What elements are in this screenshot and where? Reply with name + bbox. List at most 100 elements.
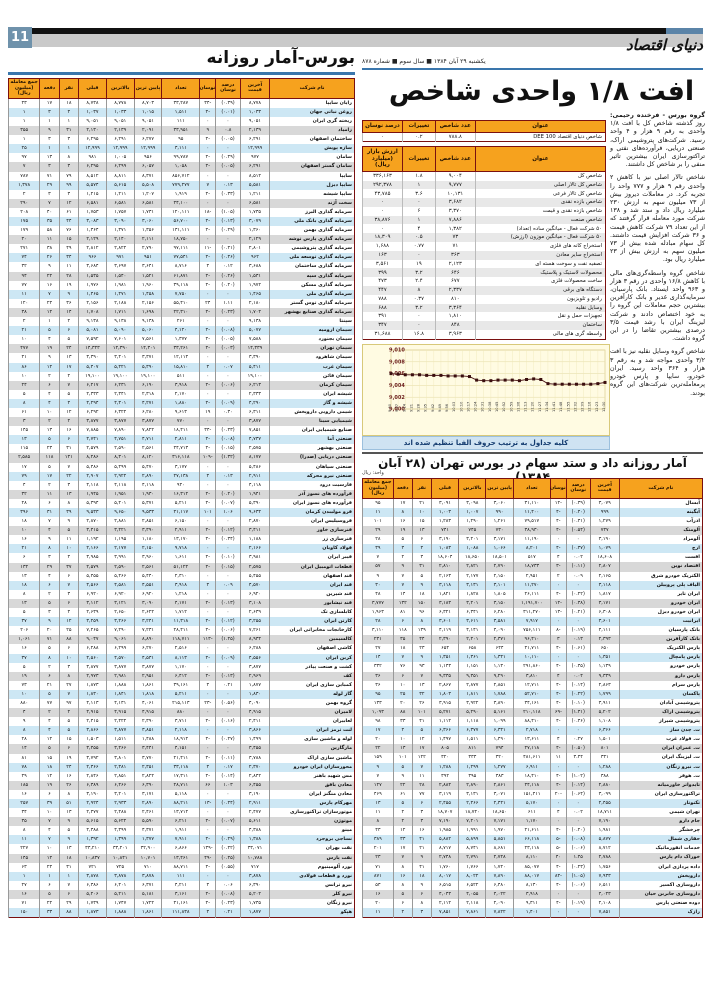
cell-value: ۱۵۹ (362, 753, 394, 763)
cell-value: ۶,۵۸۱ (239, 198, 270, 208)
column-header: نوسان (549, 478, 567, 499)
cell-value: ۹ (362, 571, 394, 581)
cell-value: ۰.۱۷ (215, 762, 241, 772)
cell-value: ۳۳,۹۵۱ (161, 126, 200, 136)
cell-value: ۱۱ (7, 289, 40, 299)
company-name: قند اصفهان (269, 571, 355, 581)
cell-value: ۳,۱۳۱ (458, 580, 486, 590)
cell-value: ۱۱ (7, 835, 40, 845)
cell-value: ۳,۹۸۱ (239, 553, 270, 563)
cell-value: -۴ (199, 889, 216, 900)
cell-value: ۰ (199, 517, 216, 527)
cell-value: ۸۸ (58, 908, 79, 918)
svg-text:11:48: 11:48 (559, 401, 563, 412)
table-row: صنعتی سپاهان ۵,۴۸۶ ۰ ۰ ۳,۱۷۷ ۵,۴۷۰ ۵,۴۹۹ ۵,۴۸۶ ۷… (7, 462, 355, 472)
cell-value: ۱۰,۸۳۷ (78, 853, 107, 863)
cell-value: ۱,۲۷۹ (589, 516, 620, 527)
cell-value: ۱۲ (58, 407, 79, 418)
cell-value: ۳ (411, 553, 432, 563)
company-name: صنعتی سپاهان (269, 462, 355, 472)
cell-value: ۲۳ (411, 644, 432, 654)
cell-value: ۱۹ (58, 280, 79, 290)
cell-value: ۳۱,۱۱۰ (512, 498, 551, 508)
cell-value: ۳ (58, 135, 79, 145)
cell-value: (۰.۲۱) (565, 607, 591, 617)
table-row: قند اصفهان ۵,۴۵۵ ۰ ۰ ۲,۳۱۰ ۵,۴۴۰ ۵,۴۶۶ ۵,۴۵۵ ۶ ۴ ۱… (7, 571, 355, 581)
cell-value: ۳,۷۱۱ (161, 717, 200, 727)
cell-value: ۰ (215, 662, 241, 672)
cell-value: ۹۶۲ (239, 253, 270, 263)
cell-value: ۷,۵۶۱ (133, 335, 162, 345)
cell-value: ۲,۱۳۹ (239, 126, 270, 136)
table-row: خدمات انفورماتیک ۸,۷۱۲ (۰.۰۶) -۵ ۲۳,۱۱۸ ۸,۶۸۱… (362, 844, 703, 854)
cell-value: ۲,۱۱۸ (458, 898, 486, 908)
cell-value: ۳,۸۷۸ (133, 871, 162, 881)
cell-value: ۳۲ (411, 689, 432, 699)
cell-value: ۱,۷۳۵ (239, 207, 270, 217)
cell-value: ۱,۶۱۱ (161, 553, 200, 563)
cell-value: ۵,۶۱۵ (105, 180, 135, 190)
cell-value: ۱۹,۱۰۰ (105, 371, 135, 381)
cell-value: ۲,۸۸۴ (430, 780, 459, 790)
cell-value: ۷,۱۹۰ (589, 817, 620, 827)
cell-value: ۸۱۰ (434, 294, 476, 304)
cell-value: ۹ (58, 817, 79, 827)
cell-value: ۵,۳۷۱ (133, 498, 162, 508)
company-name: موتورسازان تراکتورسازی (269, 808, 355, 818)
column-header: دفعه (392, 478, 413, 499)
company-name: ایرانیت (618, 617, 703, 627)
cell-value: -۴ (549, 780, 567, 790)
cell-value: ۴۴,۷۱۳ (161, 444, 200, 454)
cell-value: -۴ (199, 380, 216, 390)
cell-value: (۰.۲۳) (565, 862, 591, 872)
company-name: مینو (269, 826, 355, 836)
table-row: اذرآب ۱,۲۷۹ (۰.۳۱) -۴ ۷۹,۵۱۷ ۱,۲۶۱ ۱,۲۹۰ ۱,۲۸۳ ۱… (362, 516, 703, 527)
cell-value: ۸۸,۴۱۰ (512, 717, 551, 727)
cell-value: ۸,۷۴۱ (458, 844, 486, 854)
cell-value: ۲,۵۱۶ (161, 644, 200, 654)
cell-value: ۲,۸۵۱ (485, 680, 514, 690)
cell-value: (۰.۱۲) (215, 526, 241, 536)
cell-value: ۲,۸۴۶ (78, 771, 107, 781)
cell-value: ۶,۲۸۰ (133, 407, 162, 418)
cell-value: ۶,۲۱۱ (161, 817, 200, 827)
cell-value: ۰ (199, 480, 216, 490)
cell-value: ۳,۲۵۵ (239, 617, 270, 627)
cell-value: ۱۱۸ (392, 626, 413, 636)
cell-value: ۱,۸۳۰ (78, 689, 107, 699)
cell-value: ۵,۴۴۰ (133, 571, 162, 581)
cell-value: ۱,۸۱۷ (589, 589, 620, 599)
row-title: وسایل نقلیه (474, 303, 606, 313)
cell-value: ۳۱ (58, 126, 79, 136)
cell-value: (۰.۰۹) (215, 653, 241, 663)
cell-value: ۲ (58, 371, 79, 381)
column-header: تعداد (161, 78, 201, 99)
cell-value: ۱ (39, 144, 60, 154)
cell-value: ۳,۸۷۸ (105, 871, 135, 881)
cell-value: ۱۳۳ (362, 698, 394, 708)
cell-value: ۹۸ (362, 717, 394, 727)
cell-value: ۶,۴۱۲ (161, 671, 200, 681)
cell-value: ۱ (401, 215, 436, 225)
cell-value: ۳,۱۸۳ (430, 598, 459, 608)
cell-value: ۱۰ (7, 689, 40, 699)
company-name: موتوژن (269, 817, 355, 827)
cell-value: ۱۶ (392, 871, 413, 881)
article-paragraph: شاخص گروه واسطه‌گری‌های مالی با کاهش ۱۶/… (610, 269, 705, 343)
company-name: قطعات اتومبیل ایران (269, 562, 355, 572)
cell-value: -۴ (549, 698, 567, 708)
masthead-blue-cap (666, 28, 703, 34)
cell-value: ۳۲۰ (485, 753, 514, 763)
dateline: یکشنبه ۲۹ آبان ۱۳۸۴ ■ سال سوم ■ شماره ۸۷… (362, 58, 486, 65)
cell-value: ۹,۵۳۳ (78, 508, 107, 518)
headline: افت ۱/۸ واحدی شاخص (388, 76, 695, 107)
cell-value: ۶,۱۵۰ (161, 517, 200, 527)
cell-value: ۳,۴۵۵ (78, 744, 107, 754)
cell-value: ۱,۷۰۴ (239, 307, 270, 318)
cell-value: ۲,۴۱۵ (78, 717, 107, 727)
cell-value: ۳۴,۱۶۱ (512, 698, 551, 708)
cell-value: ۳.۶ (401, 189, 436, 199)
company-name: شیشه و گاز (269, 398, 355, 408)
cell-value: ۳,۹۶۳ (434, 329, 476, 340)
cell-value: ۶۴۶ (434, 268, 476, 278)
